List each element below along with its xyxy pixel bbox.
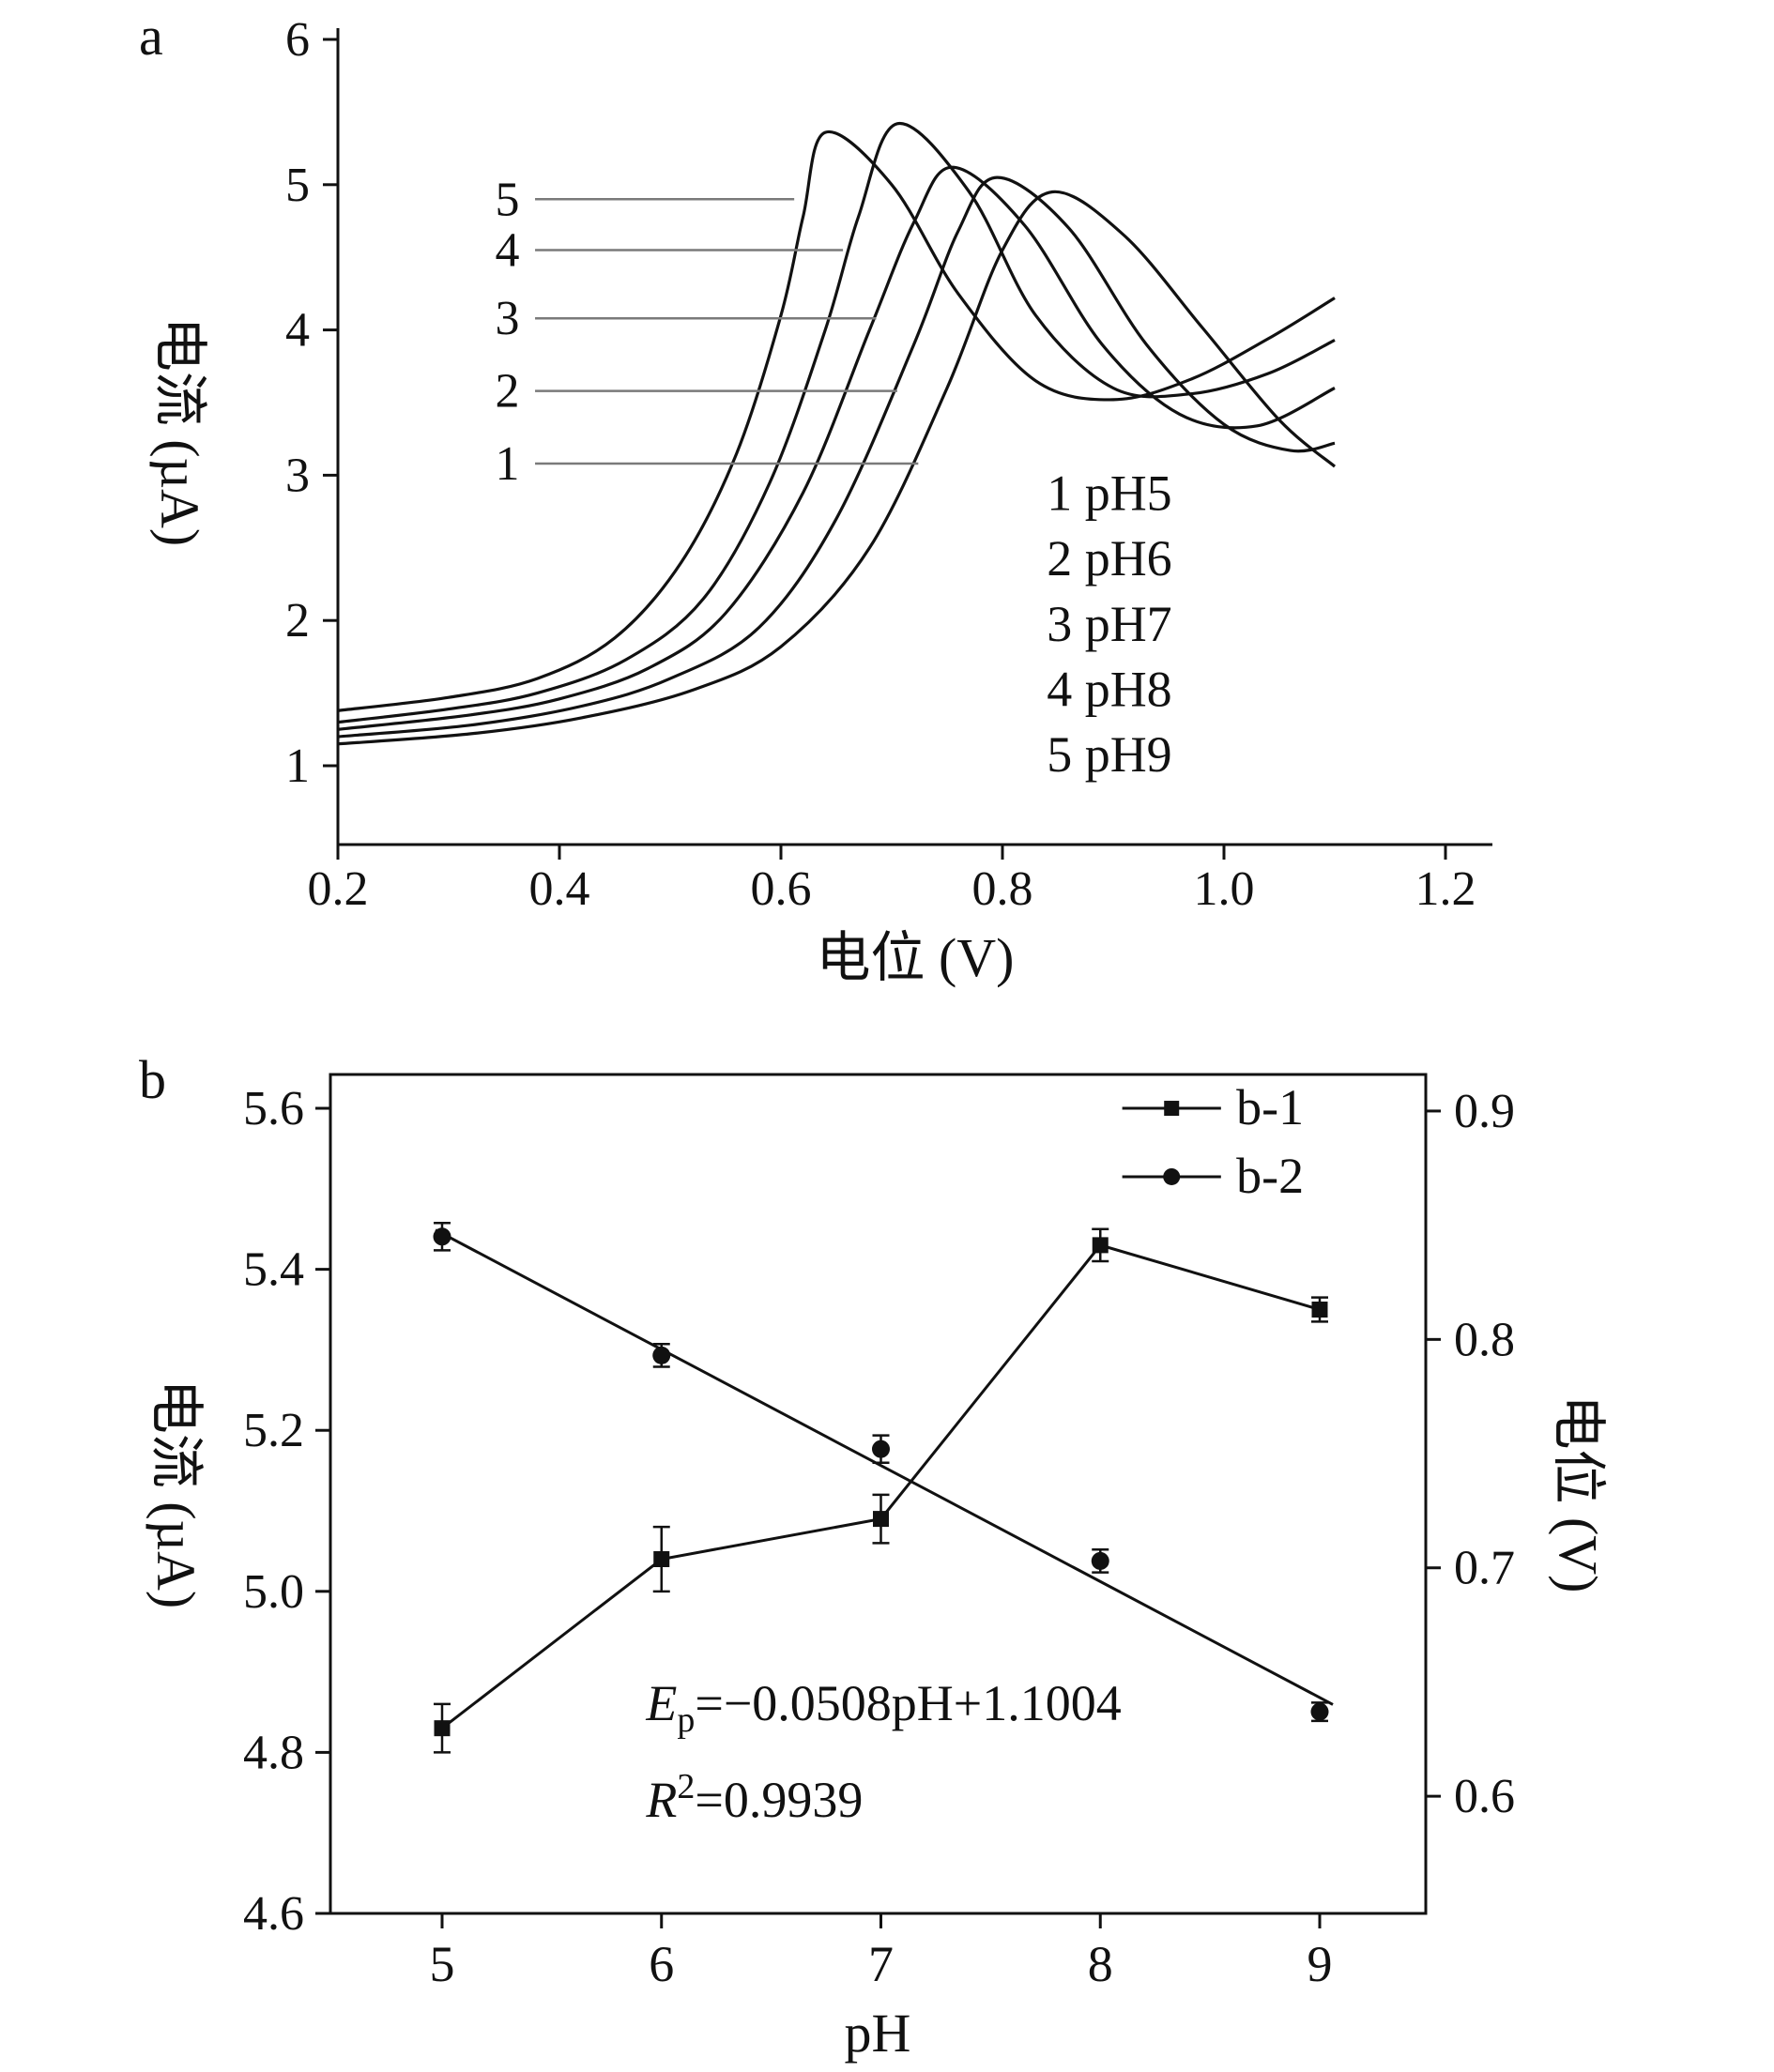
panel-b-left-tick-label: 5.6	[243, 1082, 304, 1135]
panel-b-left-tick-label: 5.4	[243, 1243, 304, 1297]
panel-b-x-tick-label: 9	[1308, 1936, 1333, 1992]
panel-a-x-tick-label: 0.2	[308, 862, 369, 916]
panel-a-y-tick-label: 4	[285, 304, 310, 358]
panel-a-axis-spines	[336, 28, 1492, 846]
panel-b-right-tick-label: 0.7	[1454, 1542, 1515, 1595]
legend-label-b-1: b-1	[1236, 1079, 1304, 1135]
legend-label-b-2: b-2	[1236, 1148, 1304, 1204]
series-b-1-square-marker	[1311, 1302, 1328, 1318]
panel-a-x-tick-label: 0.8	[972, 862, 1033, 916]
equation-annotation: Ep=−0.0508pH+1.1004	[645, 1675, 1121, 1740]
panel-b-x-axis-title: pH	[845, 2003, 911, 2064]
curve-pointer-number: 5	[496, 173, 520, 226]
panel-a-label: a	[139, 6, 163, 67]
panel-b-left-tick-label: 4.8	[243, 1726, 304, 1779]
panel-b-x-tick-label: 8	[1088, 1936, 1113, 1992]
curve-pointer-number: 3	[496, 292, 520, 345]
panel-b-chart: 5 6 7 8 9 5.6 5.4 5.2 5.0 4.8 4.6 0.9 0.8 0.7 0.6 pH 电流 …	[145, 1073, 1609, 2064]
panel-b-x-tick-label: 6	[649, 1936, 674, 1992]
series-b-1-square-marker	[1092, 1237, 1109, 1254]
panel-a-y-axis-title: 电流 (µA)	[149, 317, 210, 546]
panel-a-y-tick-label: 5	[285, 159, 310, 212]
curve-pointer-number: 1	[496, 437, 520, 491]
panel-a-legend-entry: 1 pH5	[1047, 465, 1172, 522]
panel-b-left-axis-title: 电流 (µA)	[145, 1379, 206, 1608]
panel-b-right-axis-title: 电位 (V)	[1548, 1394, 1609, 1592]
panel-b-right-tick-label: 0.6	[1454, 1770, 1515, 1823]
series-b-1-square-marker	[434, 1720, 451, 1737]
panel-a-y-tick-label: 3	[285, 449, 310, 502]
series-b-2-circle-marker	[433, 1227, 451, 1246]
curve-pointer-number: 2	[496, 365, 520, 419]
panel-b-x-tick-label: 5	[430, 1936, 455, 1992]
panel-a-x-axis-title: 电位 (V)	[816, 927, 1014, 988]
series-b-2-circle-marker	[872, 1440, 890, 1458]
panel-a-legend-entry: 4 pH8	[1047, 662, 1172, 718]
panel-b-left-tick-label: 5.2	[243, 1404, 304, 1457]
panel-b-left-tick-label: 5.0	[243, 1565, 304, 1619]
series-b-1-square-marker	[653, 1550, 670, 1567]
voltammogram-curve-pH9	[337, 130, 1336, 712]
panel-a-x-tick-label: 0.4	[529, 862, 590, 916]
panel-b-left-tick-label: 4.6	[243, 1887, 304, 1941]
series-b-2-circle-marker	[652, 1346, 671, 1364]
legend-square-marker	[1164, 1101, 1180, 1117]
series-b-1-line	[441, 1243, 1321, 1729]
voltammogram-curve-pH6	[337, 175, 1336, 739]
panel-b-right-tick-label: 0.8	[1454, 1313, 1515, 1366]
r-squared-annotation: R2=0.9939	[645, 1767, 863, 1828]
curve-pointer-number: 4	[496, 223, 520, 277]
panel-a-y-tick-label: 2	[285, 594, 310, 648]
panel-b-x-tick-label: 7	[868, 1936, 894, 1992]
panel-a-legend-entry: 2 pH6	[1047, 530, 1172, 587]
panel-b-plot-box	[329, 1073, 1428, 1915]
panel-a-legend-entry: 3 pH7	[1047, 596, 1172, 652]
panel-b-label: b	[139, 1049, 166, 1110]
series-b-1-square-marker	[873, 1511, 889, 1528]
panel-a-x-tick-label: 0.6	[751, 862, 812, 916]
series-b-2-fit-line	[435, 1228, 1334, 1706]
voltammogram-curve-pH5	[337, 190, 1337, 746]
legend-circle-marker	[1163, 1167, 1181, 1185]
panel-a-y-tick-label: 1	[285, 739, 310, 793]
panel-a-x-tick-label: 1.2	[1415, 862, 1476, 916]
panel-a-legend-entry: 5 pH9	[1047, 726, 1172, 783]
panel-a-x-tick-label: 1.0	[1194, 862, 1255, 916]
voltammogram-curve-pH7	[337, 165, 1336, 731]
voltammogram-curve-pH8	[337, 122, 1336, 724]
panel-a-y-tick-label: 6	[285, 13, 310, 67]
series-b-2-circle-marker	[1091, 1551, 1109, 1570]
panel-b-right-tick-label: 0.9	[1454, 1085, 1515, 1138]
series-b-2-circle-marker	[1310, 1702, 1329, 1721]
